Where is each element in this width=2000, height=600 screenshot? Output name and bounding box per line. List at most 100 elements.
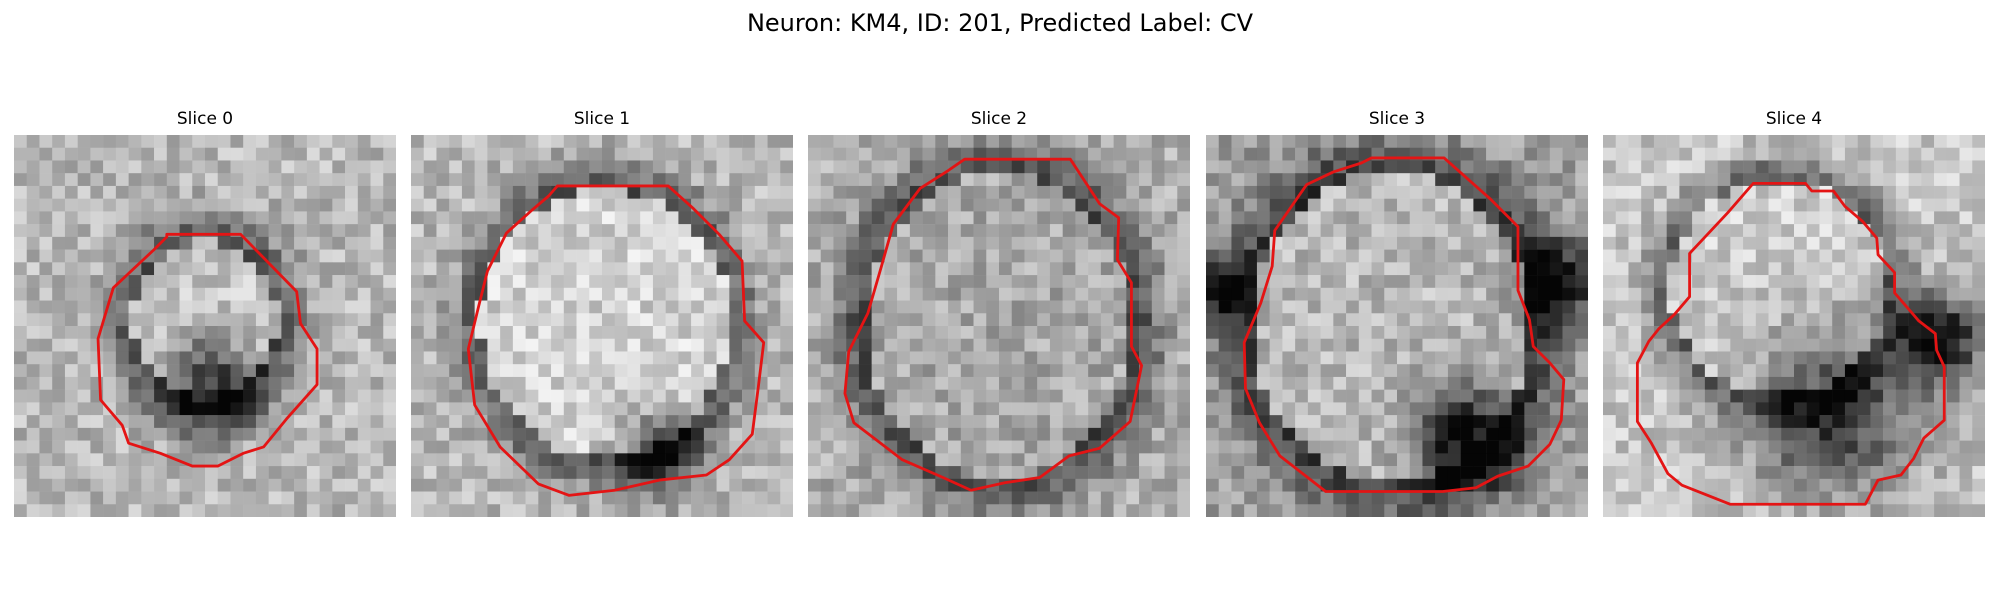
- image-pixel: [1768, 198, 1782, 212]
- image-pixel: [935, 376, 949, 390]
- image-pixel: [449, 478, 463, 492]
- image-pixel: [551, 262, 565, 276]
- image-pixel: [166, 185, 180, 199]
- image-pixel: [128, 478, 142, 492]
- image-pixel: [512, 224, 526, 238]
- image-pixel: [1164, 224, 1178, 238]
- image-pixel: [255, 326, 269, 339]
- image-pixel: [1447, 326, 1461, 339]
- image-pixel: [1088, 262, 1102, 276]
- image-pixel: [1653, 275, 1667, 289]
- image-pixel: [115, 160, 129, 174]
- image-pixel: [1575, 466, 1588, 480]
- image-pixel: [1615, 160, 1629, 174]
- image-pixel: [1460, 351, 1474, 365]
- image-pixel: [1575, 224, 1588, 238]
- image-pixel: [1295, 427, 1309, 441]
- image-pixel: [1422, 135, 1436, 148]
- image-pixel: [871, 135, 885, 148]
- image-pixel: [77, 147, 91, 161]
- image-pixel: [563, 275, 577, 289]
- image-pixel: [39, 376, 53, 390]
- image-pixel: [1206, 376, 1219, 390]
- image-pixel: [230, 326, 244, 339]
- image-pixel: [357, 427, 371, 441]
- image-pixel: [1755, 326, 1769, 339]
- image-pixel: [1024, 466, 1038, 480]
- image-pixel: [716, 147, 730, 161]
- image-pixel: [1921, 415, 1935, 429]
- image-pixel: [754, 402, 768, 416]
- image-pixel: [1126, 440, 1140, 454]
- image-pixel: [332, 453, 346, 467]
- image-pixel: [909, 262, 923, 276]
- image-pixel: [1075, 389, 1089, 403]
- image-pixel: [423, 249, 437, 263]
- image-pixel: [1641, 415, 1655, 429]
- image-pixel: [1883, 287, 1897, 301]
- image-pixel: [319, 262, 333, 276]
- image-pixel: [1320, 389, 1334, 403]
- image-pixel: [1486, 160, 1500, 174]
- image-pixel: [820, 147, 834, 161]
- image-pixel: [922, 287, 936, 301]
- image-pixel: [1282, 478, 1296, 492]
- image-pixel: [563, 236, 577, 250]
- image-pixel: [332, 478, 346, 492]
- image-pixel: [1151, 287, 1165, 301]
- image-pixel: [1819, 224, 1833, 238]
- image-pixel: [780, 504, 793, 517]
- image-pixel: [52, 389, 66, 403]
- image-pixel: [141, 376, 155, 390]
- image-pixel: [780, 402, 793, 416]
- image-pixel: [370, 389, 384, 403]
- image-pixel: [1037, 173, 1051, 187]
- image-pixel: [205, 478, 218, 492]
- image-pixel: [1473, 211, 1487, 225]
- image-pixel: [627, 262, 641, 276]
- image-pixel: [1562, 313, 1576, 327]
- image-pixel: [1755, 275, 1769, 289]
- image-pixel: [1819, 402, 1833, 416]
- image-pixel: [332, 135, 346, 148]
- image-pixel: [1575, 262, 1588, 276]
- image-pixel: [449, 262, 463, 276]
- image-pixel: [614, 389, 628, 403]
- image-pixel: [319, 491, 333, 505]
- image-pixel: [1498, 300, 1512, 314]
- image-pixel: [1269, 389, 1283, 403]
- image-pixel: [1628, 300, 1642, 314]
- image-pixel: [1870, 211, 1884, 225]
- image-pixel: [64, 364, 78, 378]
- image-pixel: [871, 326, 885, 339]
- image-pixel: [1206, 415, 1219, 429]
- image-pixel: [1088, 300, 1102, 314]
- image-pixel: [1511, 173, 1525, 187]
- image-pixel: [1346, 478, 1360, 492]
- image-pixel: [973, 160, 987, 174]
- image-pixel: [474, 211, 488, 225]
- image-pixel: [1743, 326, 1757, 339]
- image-pixel: [1511, 338, 1525, 352]
- image-pixel: [767, 287, 781, 301]
- image-pixel: [1358, 300, 1372, 314]
- image-pixel: [1384, 402, 1398, 416]
- image-pixel: [1730, 453, 1744, 467]
- image-pixel: [423, 224, 437, 238]
- image-pixel: [1447, 262, 1461, 276]
- image-pixel: [166, 173, 180, 187]
- image-pixel: [1460, 300, 1474, 314]
- image-pixel: [1422, 491, 1436, 505]
- image-pixel: [1717, 402, 1731, 416]
- image-pixel: [858, 504, 872, 517]
- image-pixel: [871, 211, 885, 225]
- image-pixel: [243, 326, 257, 339]
- image-pixel: [729, 478, 743, 492]
- image-pixel: [1269, 313, 1283, 327]
- image-pixel: [1075, 351, 1089, 365]
- image-pixel: [1037, 351, 1051, 365]
- image-pixel: [1908, 402, 1922, 416]
- image-pixel: [64, 453, 78, 467]
- image-pixel: [808, 402, 821, 416]
- image-pixel: [1011, 351, 1025, 365]
